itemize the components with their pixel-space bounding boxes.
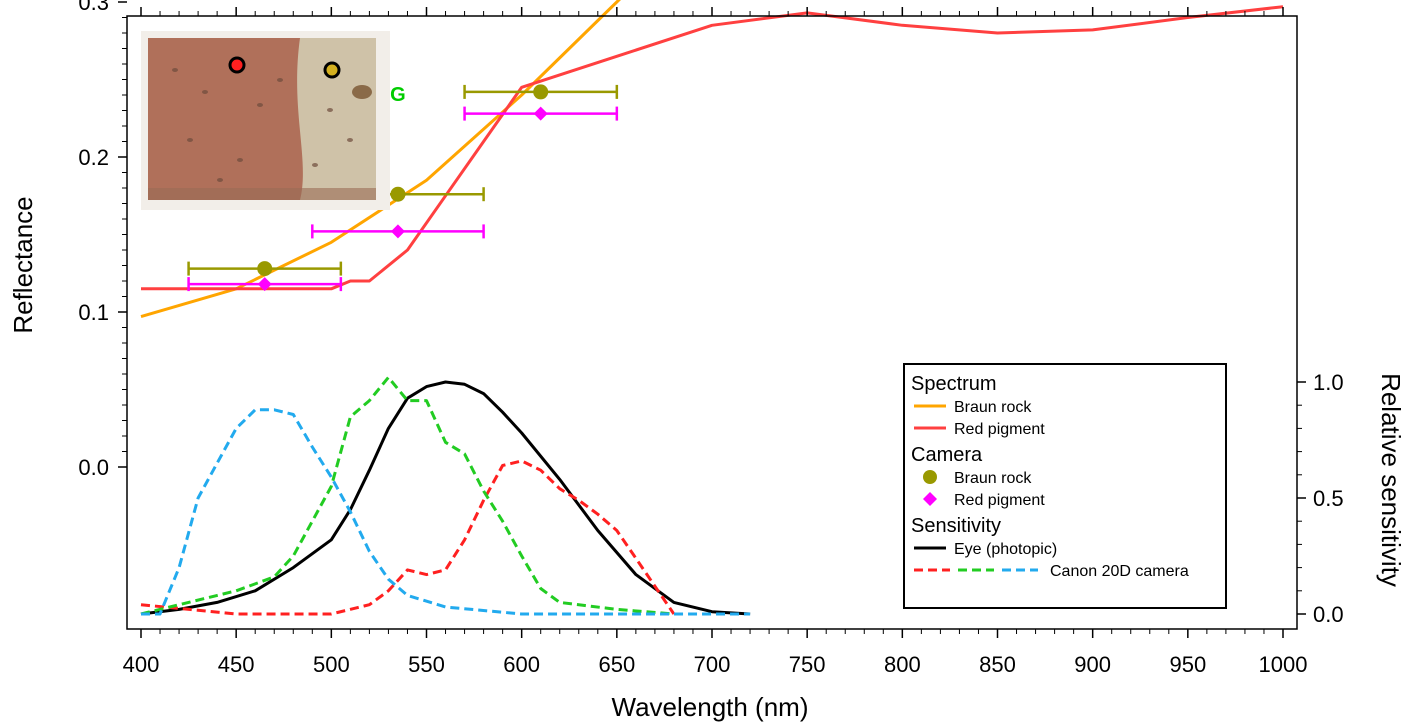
- x-tick-label: 650: [598, 652, 635, 677]
- y-axis-label: Reflectance: [8, 196, 38, 333]
- legend-entry-label: Canon 20D camera: [1050, 563, 1189, 580]
- x-axis-label: Wavelength (nm): [612, 692, 809, 722]
- legend-group-title: Sensitivity: [911, 515, 1001, 537]
- sensitivity-curve-canon-20d-camera-blue: [141, 408, 751, 616]
- spectrum-red-pigment: [141, 5, 1284, 291]
- legend-diamond-swatch: [923, 492, 937, 506]
- legend: Spectrum Braun rock Red pigment Camera Braun…: [903, 363, 1227, 609]
- axes: 400 450 500 550 600 650 700 750 800 850 900 950 1000…: [78, 0, 1343, 677]
- x-tick-label: 600: [503, 652, 540, 677]
- x-tick-label: 900: [1074, 652, 1111, 677]
- rock-cavity: [352, 85, 372, 99]
- spectrum-braun-rock: [140, 0, 621, 319]
- x-tick-label: 550: [408, 652, 445, 677]
- x-tick-label: 1000: [1259, 652, 1308, 677]
- y2-tick-label: 1.0: [1313, 370, 1344, 395]
- rock-speck: [347, 138, 353, 142]
- rock-speck: [312, 163, 318, 167]
- x-tick-label: 700: [694, 652, 731, 677]
- rock-speck: [327, 108, 333, 112]
- rock-speck: [277, 78, 283, 82]
- camera-braun-rock-point: [390, 186, 406, 202]
- legend-entry-label: Red pigment: [954, 421, 1045, 438]
- x-tick-label: 450: [218, 652, 255, 677]
- rock-edge: [148, 188, 376, 200]
- channel-label-g: G: [390, 84, 406, 106]
- x-tick-label: 500: [313, 652, 350, 677]
- sensitivity-curve-canon-20d-camera-green: [140, 375, 675, 616]
- x-tick-label: 950: [1169, 652, 1206, 677]
- y2-tick-label: 0.5: [1313, 486, 1344, 511]
- rock-sample-photo: [141, 31, 390, 210]
- rock-speck: [202, 90, 208, 94]
- legend-group-title: Camera: [911, 444, 983, 466]
- camera-braun-rock-point: [257, 261, 273, 277]
- legend-box: [903, 363, 1227, 609]
- rock-pale-region: [297, 38, 376, 200]
- legend-group-title: Spectrum: [911, 373, 997, 395]
- sensitivity-curve-canon-20d-camera-red: [140, 459, 676, 616]
- rock-speck: [237, 158, 243, 162]
- camera-red-pigment-point: [257, 277, 272, 292]
- rock-speck: [187, 138, 193, 142]
- y-tick-label: 0.3: [78, 0, 109, 15]
- red-pigment-marker: [228, 56, 246, 74]
- y2-axis-label: Relative sensitivity: [1376, 373, 1406, 587]
- rock-speck: [217, 178, 223, 182]
- x-tick-label: 800: [884, 652, 921, 677]
- camera-braun-rock-point: [533, 84, 549, 100]
- braun-rock-marker: [323, 61, 341, 79]
- x-tick-label: 400: [123, 652, 160, 677]
- legend-circle-swatch: [923, 470, 937, 484]
- rock-speck: [172, 68, 178, 72]
- legend-entry-label: Red pigment: [954, 492, 1045, 509]
- y-tick-label: 0.1: [78, 300, 109, 325]
- x-tick-label: 750: [789, 652, 826, 677]
- y-tick-label: 0.0: [78, 455, 109, 480]
- x-tick-label: 850: [979, 652, 1016, 677]
- camera-red-pigment-point: [390, 224, 405, 239]
- sensitivity-curve-eye-photopic: [140, 380, 751, 616]
- legend-entry-label: Braun rock: [954, 399, 1032, 416]
- camera-red-pigment-point: [533, 106, 548, 121]
- y2-tick-label: 0.0: [1313, 602, 1344, 627]
- rock-speck: [257, 103, 263, 107]
- legend-entry-label: Braun rock: [954, 470, 1032, 487]
- y-tick-label: 0.2: [78, 145, 109, 170]
- legend-entry-label: Eye (photopic): [954, 541, 1057, 558]
